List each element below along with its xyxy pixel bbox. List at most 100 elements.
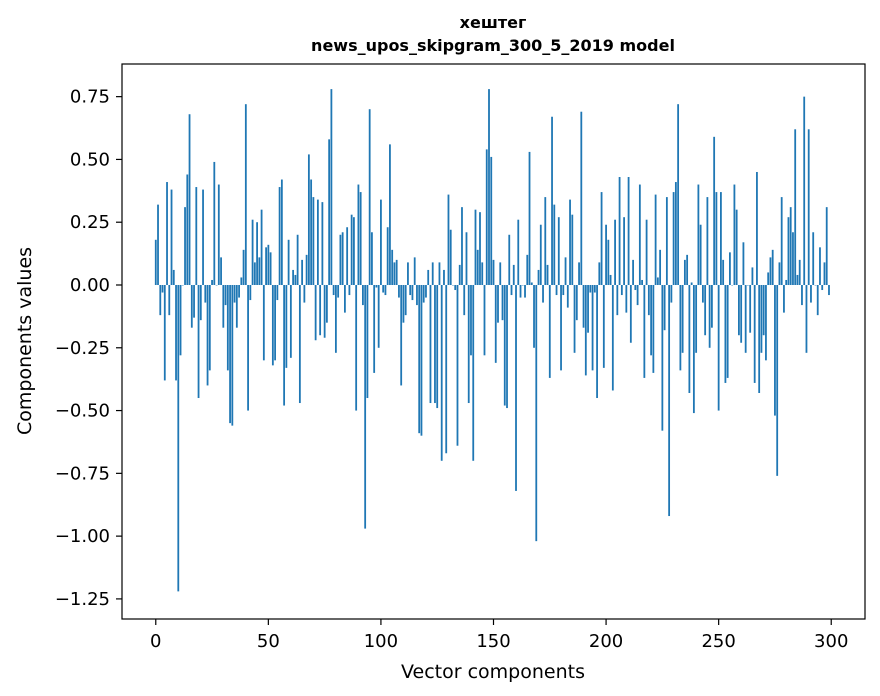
bar (328, 139, 331, 285)
x-axis-ticks: 0 50 100 150 200 250 300 (150, 619, 848, 652)
bar (665, 197, 668, 285)
bar (645, 219, 648, 285)
bar (294, 274, 297, 285)
bar (787, 217, 790, 285)
bar (247, 285, 249, 411)
bar (620, 285, 623, 296)
bar (769, 257, 772, 285)
bar (249, 285, 252, 301)
bar (364, 285, 367, 529)
bar (193, 285, 195, 318)
bar (197, 285, 200, 399)
bar (224, 285, 227, 306)
bar (596, 285, 598, 399)
bar (670, 285, 673, 303)
bar (235, 285, 238, 328)
bar (699, 224, 702, 285)
bar (238, 285, 240, 298)
bar (526, 254, 529, 285)
bar (812, 232, 815, 285)
chart-title-line1: хештег (460, 13, 527, 32)
bar (735, 209, 738, 285)
bar (458, 264, 461, 285)
bar (157, 204, 159, 285)
bar (605, 224, 607, 285)
bar (177, 285, 180, 592)
bar (679, 285, 682, 371)
bar (530, 282, 533, 285)
x-tick-label: 300 (814, 631, 848, 652)
bar (407, 262, 409, 285)
bar (708, 285, 711, 348)
bar (512, 264, 515, 285)
y-tick-label: 0.00 (70, 275, 110, 296)
bar (409, 285, 412, 296)
bar (783, 285, 785, 313)
y-tick-label: 0.50 (70, 149, 110, 170)
bar (607, 239, 610, 285)
bar (668, 285, 671, 517)
bar (537, 269, 540, 285)
bar (276, 285, 279, 301)
bar (715, 192, 718, 285)
bar (738, 285, 740, 336)
bar (661, 285, 664, 431)
bar (767, 272, 770, 285)
bar (344, 285, 346, 313)
bar (398, 285, 400, 298)
bar (517, 219, 520, 285)
bar (742, 242, 745, 285)
bar (492, 259, 495, 285)
bar (623, 217, 625, 285)
bar (674, 182, 677, 285)
bar (582, 285, 585, 328)
bar (758, 285, 761, 393)
bar (269, 252, 272, 285)
y-axis-label: Components values (14, 247, 36, 435)
bar (368, 109, 371, 285)
bar (641, 279, 643, 285)
bar (204, 285, 207, 303)
bar (765, 285, 767, 361)
bar (265, 247, 267, 285)
bar (762, 285, 765, 336)
bar (697, 184, 700, 285)
bar (283, 285, 286, 406)
bar (789, 207, 792, 285)
bar (483, 285, 486, 356)
bar (208, 285, 211, 371)
bar (805, 285, 808, 353)
bar (589, 285, 592, 293)
bar (819, 247, 821, 285)
bar (618, 177, 621, 285)
y-tick-label: −0.75 (55, 463, 110, 484)
bar (562, 285, 565, 296)
bar (825, 207, 828, 285)
bar (593, 285, 596, 293)
bar (220, 257, 222, 285)
bar (688, 285, 691, 393)
bar (217, 184, 220, 285)
bar (380, 199, 382, 285)
bar (569, 199, 571, 285)
x-tick-label: 100 (364, 631, 398, 652)
y-axis-ticks: 0.75 0.50 0.25 0.00 −0.25 −0.50 −0.75 −1.00 −1.2… (55, 87, 122, 610)
bar (681, 285, 684, 353)
bar (821, 285, 824, 291)
bar (729, 252, 731, 285)
bar (184, 207, 186, 285)
bar (578, 262, 580, 285)
bar (366, 285, 369, 399)
bar (285, 285, 288, 368)
bar (323, 285, 326, 338)
bar (262, 285, 265, 361)
bar (587, 285, 589, 333)
bar (713, 136, 716, 285)
bar (636, 285, 639, 306)
bar (195, 187, 198, 285)
bar (170, 189, 173, 285)
bar (616, 285, 619, 316)
bar (321, 202, 324, 285)
bar (485, 149, 488, 285)
